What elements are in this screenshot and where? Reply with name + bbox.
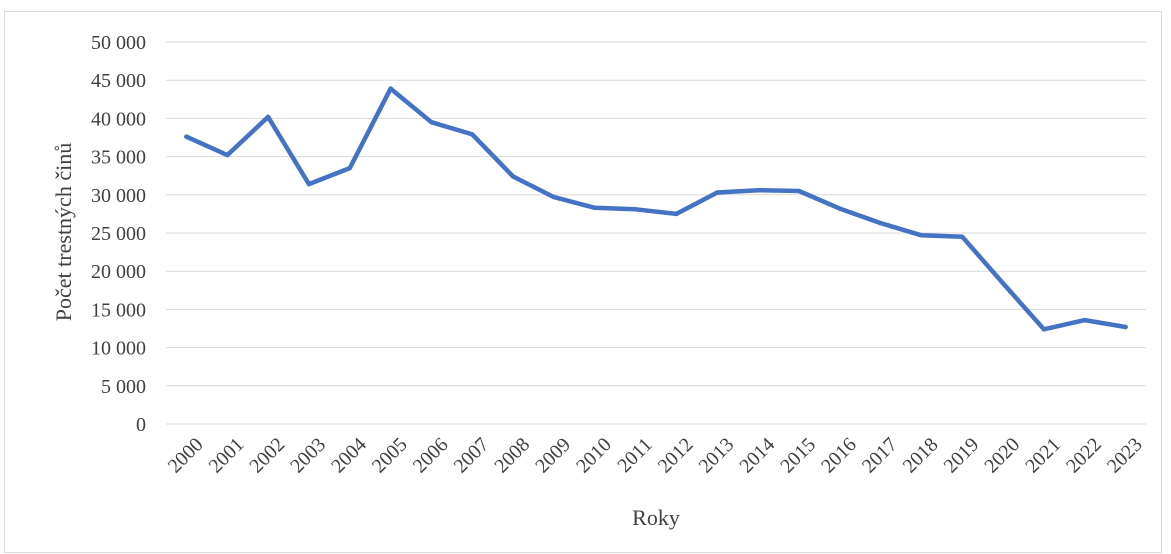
y-axis-ticks: 0 5 000 10 000 15 000 20 000 25 000 30 000 35 0… bbox=[91, 32, 146, 436]
y-tick-label: 30 000 bbox=[91, 185, 146, 207]
x-tick-label: 2000 bbox=[164, 434, 208, 478]
x-tick-label: 2010 bbox=[572, 434, 616, 478]
x-tick-label: 2011 bbox=[613, 434, 656, 477]
data-point bbox=[1000, 281, 1006, 286]
x-tick-label: 2013 bbox=[695, 434, 739, 478]
x-tick-label: 2019 bbox=[940, 434, 984, 478]
data-point bbox=[592, 205, 597, 210]
x-tick-label: 2017 bbox=[858, 434, 902, 478]
y-tick-label: 10 000 bbox=[91, 338, 146, 360]
x-tick-label: 2012 bbox=[654, 434, 698, 478]
x-tick-label: 2020 bbox=[980, 434, 1024, 478]
data-point bbox=[878, 220, 883, 226]
series-line bbox=[184, 86, 1128, 332]
x-tick-label: 2016 bbox=[817, 434, 861, 478]
data-point bbox=[347, 165, 352, 171]
x-tick-label: 2023 bbox=[1103, 434, 1147, 478]
data-point bbox=[796, 188, 802, 194]
data-point bbox=[265, 114, 271, 120]
x-tick-label: 2008 bbox=[490, 434, 534, 478]
y-tick-label: 0 bbox=[136, 414, 146, 436]
x-tick-label: 2001 bbox=[205, 434, 249, 478]
x-tick-label: 2015 bbox=[776, 434, 820, 478]
data-point bbox=[919, 233, 924, 238]
data-point bbox=[551, 194, 557, 200]
x-axis-ticks: 2000200120022003200420052006200720082009… bbox=[164, 434, 1147, 478]
data-point bbox=[960, 234, 965, 240]
series-layer bbox=[184, 86, 1128, 332]
data-point bbox=[225, 152, 230, 158]
data-point bbox=[715, 190, 720, 195]
chart-frame bbox=[4, 11, 1162, 553]
x-tick-label: 2002 bbox=[245, 434, 289, 478]
data-point bbox=[388, 86, 393, 91]
y-tick-label: 50 000 bbox=[91, 32, 146, 54]
x-tick-label: 2003 bbox=[286, 434, 330, 478]
data-point bbox=[1082, 317, 1087, 323]
data-point bbox=[470, 132, 475, 137]
x-tick-label: 2021 bbox=[1021, 434, 1065, 478]
data-point bbox=[633, 207, 638, 212]
y-tick-label: 40 000 bbox=[91, 108, 146, 130]
data-point bbox=[429, 120, 434, 125]
x-tick-label: 2005 bbox=[368, 434, 412, 478]
y-axis-title: Počet trestných činů bbox=[51, 143, 76, 321]
x-axis-title: Roky bbox=[632, 505, 680, 530]
data-point bbox=[510, 174, 516, 179]
x-tick-label: 2007 bbox=[450, 434, 494, 478]
y-tick-label: 25 000 bbox=[91, 223, 146, 245]
data-point bbox=[306, 181, 312, 187]
data-point bbox=[837, 206, 842, 211]
data-point bbox=[184, 134, 189, 139]
gridlines bbox=[166, 41, 1146, 425]
x-tick-label: 2018 bbox=[899, 434, 943, 478]
y-tick-label: 35 000 bbox=[91, 147, 146, 169]
x-tick-label: 2006 bbox=[409, 434, 453, 478]
y-tick-label: 5 000 bbox=[101, 376, 146, 398]
x-tick-label: 2014 bbox=[735, 434, 779, 478]
data-point bbox=[674, 211, 679, 217]
x-tick-label: 2004 bbox=[327, 434, 371, 478]
y-tick-label: 20 000 bbox=[91, 261, 146, 283]
data-point bbox=[1041, 327, 1047, 332]
y-tick-label: 15 000 bbox=[91, 299, 146, 321]
data-point bbox=[755, 188, 761, 193]
data-point bbox=[1123, 324, 1128, 330]
x-tick-label: 2022 bbox=[1062, 434, 1106, 478]
y-tick-label: 45 000 bbox=[91, 70, 146, 92]
x-tick-label: 2009 bbox=[531, 434, 575, 478]
